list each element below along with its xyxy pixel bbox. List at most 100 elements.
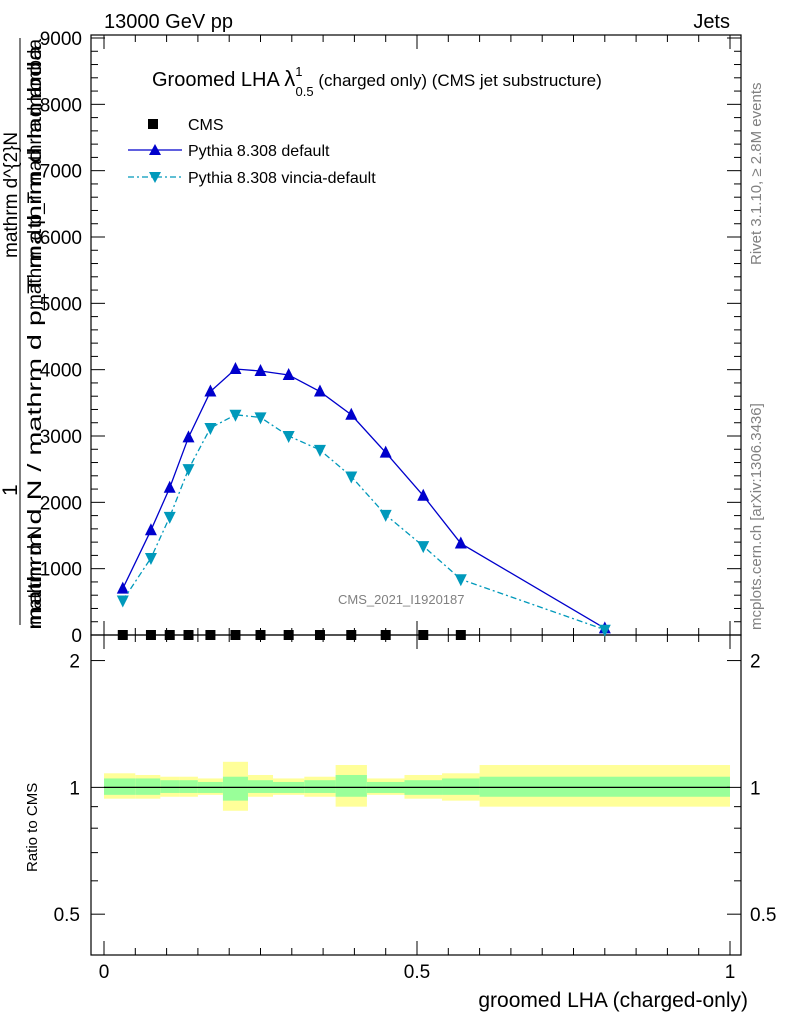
- cms-point: [255, 630, 266, 640]
- vincia-point: [116, 595, 129, 608]
- ratio-ytick-label-right: 2: [750, 652, 761, 673]
- vincia-point: [204, 423, 217, 436]
- ratio-ytick-label-left: 2: [69, 652, 80, 673]
- vincia-point: [598, 624, 611, 637]
- main-ytick-label: 3000: [40, 427, 82, 448]
- default-point: [313, 384, 326, 397]
- ratio-ytick-label-right: 1: [750, 778, 761, 799]
- main-ytick-label: 7000: [40, 162, 82, 183]
- ratio-band-inner: [179, 780, 198, 793]
- cms-point: [283, 630, 294, 640]
- cms-point: [380, 630, 391, 640]
- legend-default-marker: [149, 144, 161, 155]
- default-point: [204, 384, 217, 397]
- main-title-lambda: λ: [284, 66, 295, 91]
- main-ytick-label: 8000: [40, 95, 82, 116]
- ratio-ytick-label-left: 0.5: [54, 905, 80, 926]
- main-y-label: 1 mathrm d N mathrm d N / mathrm d p_T m…: [0, 38, 46, 630]
- main-data: [116, 362, 611, 640]
- default-point: [116, 581, 129, 594]
- default-point: [163, 480, 176, 493]
- ratio-band-inner: [335, 774, 367, 797]
- default-point: [254, 363, 267, 376]
- cms-point: [117, 630, 128, 640]
- main-ytick-label: 4000: [40, 361, 82, 382]
- vincia-point: [379, 509, 392, 522]
- vincia-point: [282, 431, 295, 443]
- cms-point: [164, 630, 175, 640]
- legend-vincia-marker: [149, 172, 161, 183]
- default-point: [417, 488, 430, 501]
- x-tick-label: 0.5: [404, 962, 430, 983]
- default-point: [229, 362, 242, 375]
- x-axis-label: groomed LHA (charged-only): [478, 989, 748, 1012]
- main-ylabel-overlap-bottom: mathrm d p_T mathrm d lambda: [25, 39, 46, 310]
- default-point: [454, 536, 467, 549]
- ratio-panel-frame: [90, 634, 742, 956]
- main-ylabel-one: 1: [0, 484, 22, 496]
- main-ytick-label: 6000: [40, 228, 82, 249]
- default-point: [144, 523, 157, 536]
- vincia-point: [345, 471, 358, 484]
- ratio-band-inner: [247, 780, 274, 793]
- main-title-prefix: Groomed LHA: [152, 69, 284, 91]
- vincia-point: [313, 444, 326, 457]
- cms-point: [418, 630, 429, 640]
- vincia-point: [163, 511, 176, 524]
- main-ytick-label: 5000: [40, 294, 82, 315]
- ratio-band-inner: [479, 776, 730, 797]
- ratio-band-inner: [442, 778, 480, 795]
- mcplots-label: mcplots.cern.ch [arXiv:1306.3436]: [748, 403, 765, 630]
- default-point: [345, 407, 358, 420]
- ratio-ytick-label-left: 1: [69, 778, 80, 799]
- header-left-label: 13000 GeV pp: [104, 11, 233, 33]
- vincia-point: [144, 553, 157, 566]
- ratio-band-inner: [160, 780, 180, 793]
- main-ytick-label: 1000: [40, 560, 82, 581]
- vincia-point: [454, 574, 467, 587]
- cms-point: [230, 630, 241, 640]
- ratio-band-inner: [304, 780, 336, 793]
- main-title-suffix: (charged only) (CMS jet substructure): [314, 71, 602, 90]
- cms-point: [183, 630, 194, 640]
- cms-point: [145, 630, 156, 640]
- main-title-sub: 0.5: [296, 84, 314, 99]
- cms-point: [314, 630, 325, 640]
- series-line: [122, 414, 606, 631]
- cms-point: [205, 630, 216, 640]
- vincia-point: [417, 541, 430, 554]
- default-point: [182, 430, 195, 443]
- legend-cms-marker: [148, 119, 158, 129]
- ratio-bands: [104, 761, 730, 811]
- main-ylabel-numerator: mathrm d N: [25, 526, 46, 625]
- vincia-point: [254, 412, 267, 425]
- main-title-sup: 1: [295, 64, 302, 79]
- legend-default-label: Pythia 8.308 default: [188, 143, 330, 160]
- main-y-ticks: 0 1000 2000 3000 4000 5000 6000 7000 8000 9000: [40, 29, 741, 647]
- rivet-label: Rivet 3.1.10, ≥ 2.8M events: [748, 83, 765, 266]
- x-tick-label: 1: [725, 962, 736, 983]
- legend-cms-label: CMS: [188, 117, 224, 134]
- vincia-point: [229, 409, 242, 422]
- legend-vincia-label: Pythia 8.308 vincia-default: [188, 170, 376, 187]
- main-ylabel-overlap-top: mathrm d^{2}N: [1, 132, 22, 258]
- main-ytick-label: 0: [71, 626, 82, 647]
- x-tick-label: 0: [99, 962, 110, 983]
- vincia-point: [182, 464, 195, 477]
- ratio-ytick-label-right: 0.5: [750, 905, 776, 926]
- cms-point: [455, 630, 466, 640]
- main-ylabel-denominator: mathrm d N / mathrm d p_T mathrm d lambd…: [25, 44, 46, 630]
- default-point: [379, 445, 392, 458]
- main-title: Groomed LHA λ1 0.5 (charged only) (CMS je…: [152, 64, 602, 99]
- main-ytick-label: 2000: [40, 493, 82, 514]
- ratio-band-inner: [222, 776, 248, 801]
- main-ytick-label: 9000: [40, 29, 82, 50]
- header-right-label: Jets: [693, 11, 730, 33]
- legend: CMS Pythia 8.308 default Pythia 8.308 vi…: [128, 117, 376, 187]
- cms-point: [346, 630, 357, 640]
- ratio-band-inner: [135, 778, 161, 795]
- ratio-y-label: Ratio to CMS: [24, 783, 41, 872]
- default-point: [282, 367, 295, 380]
- analysis-watermark: CMS_2021_I1920187: [338, 592, 465, 607]
